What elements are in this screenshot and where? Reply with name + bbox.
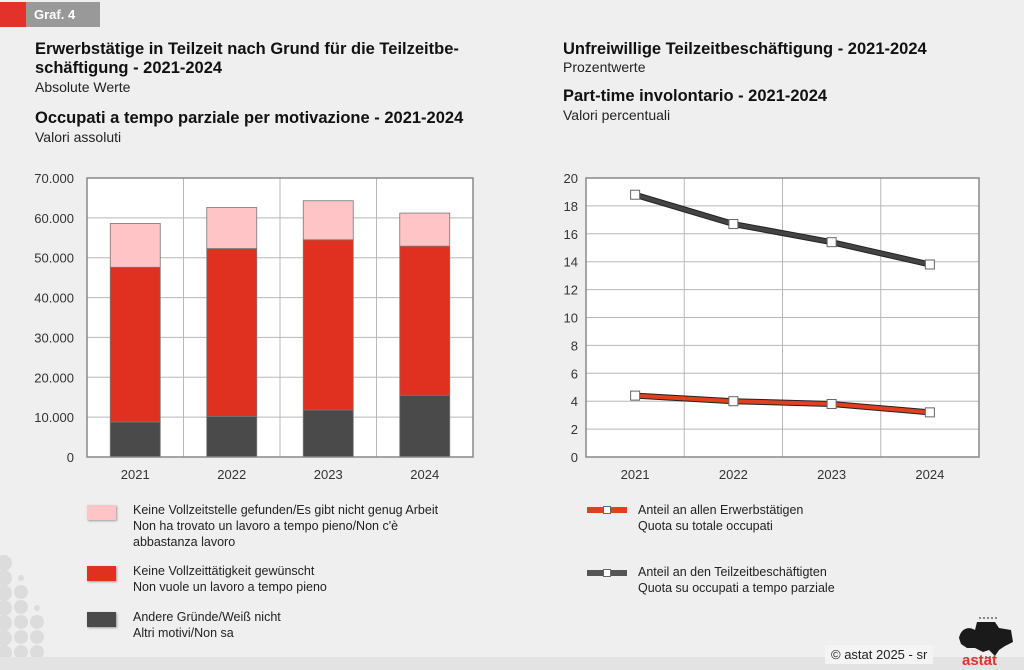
bar-segment [302,200,354,241]
y-tick-label: 16 [564,227,578,242]
left-subtitle-it: Valori assoluti [35,129,122,145]
legend-label-de: Keine Vollzeittätigkeit gewünscht [133,564,315,578]
legend-label-it-cont: abbastanza lavoro [133,535,236,549]
legend-label-it: Quota su occupati a tempo parziale [638,581,835,595]
y-tick-label: 8 [571,338,578,353]
right-title-it: Part-time involontario - 2021-2024 [563,87,828,105]
legend-item-no-fulltime-found: Keine Vollzeitstelle gefunden/Es gibt ni… [133,502,438,550]
plot-border [585,177,980,458]
x-tick-label: 2023 [314,467,343,482]
x-tick-label: 2024 [915,467,944,482]
legend-label-de: Andere Gründe/Weiß nicht [133,610,281,624]
legend-label-it: Non ha trovato un lavoro a tempo pieno/N… [133,519,399,533]
legend-label-de: Keine Vollzeitstelle gefunden/Es gibt ni… [133,503,439,517]
x-tick-label: 2021 [121,467,150,482]
y-tick-label: 20.000 [34,370,74,385]
x-tick-label: 2022 [217,467,246,482]
x-tick-label: 2023 [817,467,846,482]
legend-item-share-part-time: Anteil an den Teilzeitbeschäftigten Quot… [638,564,835,596]
data-point-marker [924,259,935,270]
legend-swatch-dark [87,612,116,627]
y-tick-label: 18 [564,199,578,214]
y-tick-label: 30.000 [34,330,74,345]
left-subtitle-de: Absolute Werte [35,79,131,95]
legend-label-it: Altri motivi/Non sa [133,626,234,640]
astat-logo-text: astat [962,652,998,669]
bar-segment [109,421,161,458]
x-tick-label: 2022 [719,467,748,482]
header-accent-block [0,2,26,27]
bar-segment [399,245,451,396]
y-tick-label: 6 [571,366,578,381]
data-point-marker [826,398,837,409]
legend-label-it: Non vuole un lavoro a tempo pieno [133,580,327,594]
bar-segment [109,266,161,423]
footer-strip [0,657,1024,670]
legend-item-share-all-employed: Anteil an allen Erwerbstätigen Quota su … [638,502,803,534]
legend-label-it: Quota su totale occupati [638,519,773,533]
y-tick-label: 14 [564,255,578,270]
y-tick-label: 40.000 [34,291,74,306]
y-tick-label: 4 [571,394,578,409]
legend-line-red [587,506,627,514]
y-tick-label: 50.000 [34,251,74,266]
bar-segment [399,394,451,458]
left-title-de-line2: schäftigung - 2021-2024 [35,59,223,77]
data-point-marker [630,390,641,401]
legend-swatch-pink [87,505,116,520]
right-title-de: Unfreiwillige Teilzeitbeschäftigung - 20… [563,40,927,58]
data-point-marker [826,237,837,248]
legend-label-de: Anteil an den Teilzeitbeschäftigten [638,565,827,579]
legend-item-other-reasons: Andere Gründe/Weiß nicht Altri motivi/No… [133,609,281,641]
legend-swatch-red [87,566,116,581]
y-tick-label: 10 [564,311,578,326]
legend-item-no-fulltime-wanted: Keine Vollzeittätigkeit gewünscht Non vu… [133,563,327,595]
y-tick-label: 10.000 [34,410,74,425]
bar-segment [109,223,161,268]
x-tick-label: 2024 [410,467,439,482]
legend-marker-icon [603,506,611,514]
bar-segment [206,207,258,249]
right-subtitle-de: Prozentwerte [563,59,646,75]
series-line [634,192,931,267]
data-point-marker [924,407,935,418]
y-tick-label: 12 [564,283,578,298]
copyright: © astat 2025 - sr [825,645,934,664]
y-tick-label: 0 [67,450,74,465]
y-tick-label: 2 [571,422,578,437]
right-subtitle-it: Valori percentuali [563,107,671,123]
legend-marker-icon [603,569,611,577]
series-line [635,393,931,415]
data-point-marker [630,189,641,200]
astat-logo-icon [959,617,1013,662]
graph-label: Graf. 4 [26,2,100,27]
legend-label-de: Anteil an allen Erwerbstätigen [638,503,804,517]
bar-segment [302,409,354,458]
y-tick-label: 60.000 [34,211,74,226]
bar-segment [206,248,258,417]
bar-segment [206,415,258,458]
x-tick-label: 2021 [621,467,650,482]
legend-line-dark [587,569,627,577]
bar-segment [399,212,451,247]
left-title-de-line1: Erwerbstätige in Teilzeit nach Grund für… [35,40,459,58]
plot-border [86,177,474,458]
data-point-marker [728,219,739,230]
bar-segment [302,239,354,411]
y-tick-label: 20 [564,171,578,186]
data-point-marker [728,396,739,407]
left-title-it: Occupati a tempo parziale per motivazion… [35,109,464,127]
y-tick-label: 0 [571,450,578,465]
y-tick-label: 70.000 [34,171,74,186]
